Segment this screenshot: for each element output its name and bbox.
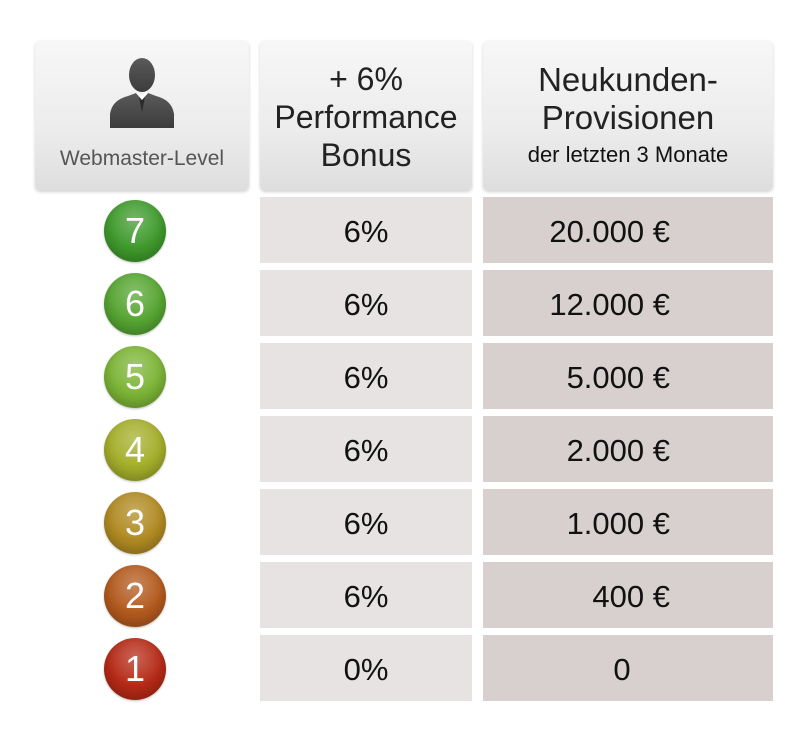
level-badge: 7 bbox=[104, 200, 166, 262]
provision-header-line-2: Provisionen bbox=[541, 99, 715, 136]
table-row-level-4: 4 6% 2.000 € bbox=[0, 416, 800, 482]
bonus-cell: 6% bbox=[260, 562, 472, 628]
level-badge: 3 bbox=[104, 492, 166, 554]
table-row-level-2: 2 6% 400 € bbox=[0, 562, 800, 628]
level-badge: 2 bbox=[104, 565, 166, 627]
provision-cell: 12.000 € bbox=[483, 270, 773, 336]
bonus-header-line-3: Bonus bbox=[320, 137, 412, 173]
level-badge: 6 bbox=[104, 273, 166, 335]
provision-cell: 5.000 € bbox=[483, 343, 773, 409]
table-row-level-5: 5 6% 5.000 € bbox=[0, 343, 800, 409]
bonus-cell: 6% bbox=[260, 343, 472, 409]
provision-header-subtitle: der letzten 3 Monate bbox=[527, 142, 729, 167]
bonus-cell: 0% bbox=[260, 635, 472, 701]
bonus-cell: 6% bbox=[260, 416, 472, 482]
level-badge: 1 bbox=[104, 638, 166, 700]
provision-header-line-1: Neukunden- bbox=[538, 61, 718, 98]
provision-cell: 400 € bbox=[483, 562, 773, 628]
header-performance-bonus: + 6% Performance Bonus bbox=[260, 40, 472, 190]
bonus-cell: 6% bbox=[260, 489, 472, 555]
webmaster-level-label: Webmaster-Level bbox=[59, 147, 225, 170]
provision-cell: 20.000 € bbox=[483, 197, 773, 263]
table-row-level-3: 3 6% 1.000 € bbox=[0, 489, 800, 555]
bonus-header-line-1: + 6% bbox=[329, 61, 403, 97]
provision-cell: 1.000 € bbox=[483, 489, 773, 555]
bonus-cell: 6% bbox=[260, 270, 472, 336]
level-badge: 5 bbox=[104, 346, 166, 408]
table-row-level-6: 6 6% 12.000 € bbox=[0, 270, 800, 336]
provision-cell: 2.000 € bbox=[483, 416, 773, 482]
level-badge: 4 bbox=[104, 419, 166, 481]
bonus-header-line-2: Performance bbox=[274, 99, 458, 135]
person-silhouette-icon bbox=[110, 58, 174, 128]
table-row-level-1: 1 0% 0 bbox=[0, 635, 800, 701]
header-neukunden-provisionen: Neukunden- Provisionen der letzten 3 Mon… bbox=[483, 40, 773, 190]
bonus-cell: 6% bbox=[260, 197, 472, 263]
provision-cell: 0 bbox=[483, 635, 773, 701]
header-webmaster-level: Webmaster-Level bbox=[35, 40, 249, 190]
table-row-level-7: 7 6% 20.000 € bbox=[0, 197, 800, 263]
